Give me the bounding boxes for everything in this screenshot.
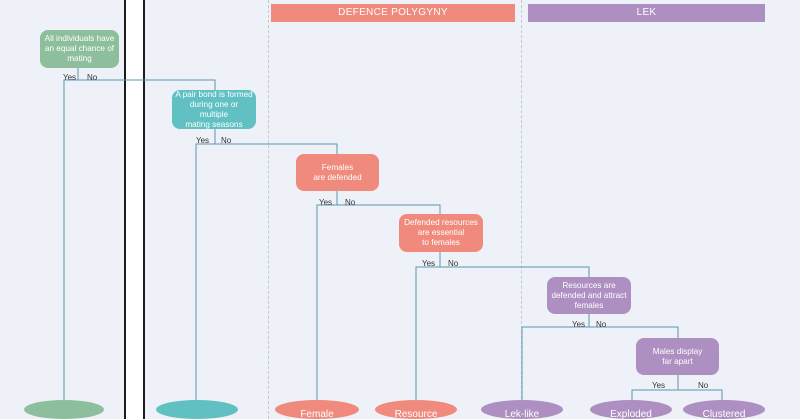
label-no-pair-bond: No [221, 136, 232, 145]
connector-equal-chance [63, 68, 216, 419]
outcome-female-defence: Female [275, 400, 359, 419]
decision-pair-bond: A pair bond is formed during one or mult… [172, 90, 256, 129]
outcome-monogamy [156, 400, 238, 419]
label-no-males-display: No [698, 381, 709, 390]
outcome-clustered-lek: Clustered [683, 400, 765, 419]
decision-males-display: Males display far apart [636, 338, 719, 375]
connector-resources-essential [415, 252, 590, 419]
decision-equal-mating-chance: All individuals have an equal chance of … [40, 30, 119, 68]
label-yes-pair-bond: Yes [196, 136, 210, 145]
label-no-equal-chance: No [87, 73, 98, 82]
header-defence-polygyny: DEFENCE POLYGYNY [271, 4, 515, 22]
label-no-resources-attract: No [596, 320, 607, 329]
outcome-lek-like: Lek-like [481, 400, 563, 419]
label-no-females-defended: No [345, 198, 356, 207]
label-yes-resources-essential: Yes [422, 259, 436, 268]
connector-resources-attract [521, 314, 679, 419]
background-panel-left [0, 0, 124, 419]
decision-resources-essential: Defended resources are essential to fema… [399, 214, 483, 252]
label-yes-equal-chance: Yes [63, 73, 77, 82]
decision-females-defended: Females are defended [296, 154, 379, 191]
outcome-promiscuity [24, 400, 104, 419]
connector-pair-bond [195, 129, 338, 419]
header-lek: LEK [528, 4, 765, 22]
label-yes-resources-attract: Yes [572, 320, 586, 329]
label-yes-males-display: Yes [652, 381, 666, 390]
outcome-exploded-lek: Exploded [590, 400, 672, 419]
connector-females-defended [316, 191, 441, 419]
outcome-resource-defence: Resource [375, 400, 457, 419]
section-guide-lek-start [521, 0, 522, 419]
section-guide-polygyny-start [268, 0, 269, 419]
label-yes-females-defended: Yes [319, 198, 333, 207]
label-no-resources-essential: No [448, 259, 459, 268]
decision-resources-attract: Resources are defended and attract femal… [547, 277, 631, 314]
column-divider-left [124, 0, 126, 419]
column-divider-right [143, 0, 145, 419]
